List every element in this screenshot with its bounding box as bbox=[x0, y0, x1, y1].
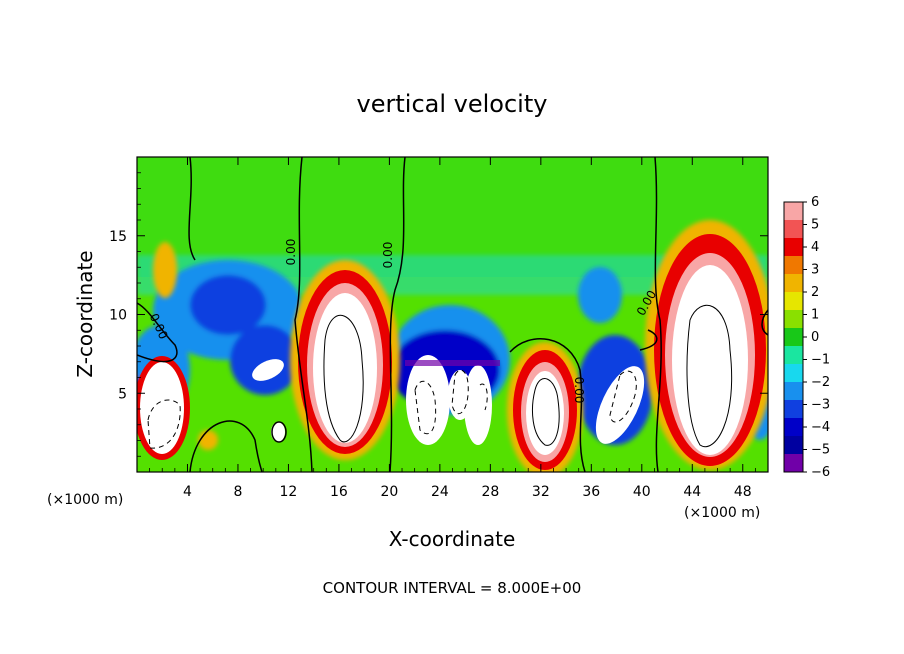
y-axis-title: Z-coordinate bbox=[73, 250, 97, 377]
dashed-contour bbox=[147, 399, 181, 449]
contour-line bbox=[509, 338, 586, 472]
colorbar-label: 6 bbox=[811, 195, 819, 210]
x-tick-label: 24 bbox=[431, 484, 449, 500]
x-tick-label: 28 bbox=[481, 484, 499, 500]
inner-contour bbox=[686, 304, 733, 448]
x-tick-label: 44 bbox=[683, 484, 701, 500]
contour-line bbox=[761, 309, 768, 336]
colorbar-swatch bbox=[784, 400, 803, 419]
contour-value-label: 0.00 bbox=[284, 239, 298, 266]
updraft-plume-45 bbox=[645, 220, 768, 470]
contour-line bbox=[188, 157, 196, 261]
x-tick-label: 16 bbox=[330, 484, 348, 500]
updraft-plume-16 bbox=[290, 260, 400, 460]
y-tick-label: 5 bbox=[118, 386, 127, 402]
colorbar-label: −3 bbox=[811, 398, 830, 413]
colorbar-swatch bbox=[784, 328, 803, 347]
x-tick-label: 8 bbox=[233, 484, 242, 500]
x-tick-label: 48 bbox=[734, 484, 752, 500]
contour-line bbox=[294, 157, 313, 472]
updraft-plume-11 bbox=[252, 359, 285, 442]
colorbar-label: −5 bbox=[811, 443, 830, 458]
x-unit-left: (×1000 m) bbox=[47, 492, 123, 508]
x-axis-title: X-coordinate bbox=[389, 527, 516, 551]
y-axis: 5 10 15 bbox=[109, 172, 768, 457]
inner-contour bbox=[323, 314, 364, 443]
contour-line bbox=[654, 157, 662, 472]
y-tick-label: 15 bbox=[109, 229, 127, 245]
x-tick-label: 32 bbox=[532, 484, 550, 500]
colorbar-swatch bbox=[784, 418, 803, 437]
downdraft-region bbox=[230, 325, 300, 395]
colorbar-label: −4 bbox=[811, 420, 830, 435]
colorbar-swatch bbox=[784, 238, 803, 257]
colorbar-label: 3 bbox=[811, 263, 819, 278]
contour-line bbox=[137, 302, 178, 363]
colorbar-label: 1 bbox=[811, 308, 819, 323]
zero-contours bbox=[137, 157, 768, 472]
colorbar-swatch bbox=[784, 346, 803, 365]
colorbar-swatch bbox=[784, 382, 803, 401]
colorbar-label: −1 bbox=[811, 353, 830, 368]
updraft-plume-32 bbox=[507, 342, 583, 472]
downdraft-region bbox=[578, 267, 622, 323]
inner-contour bbox=[532, 378, 560, 446]
colorbar-swatch bbox=[784, 436, 803, 455]
colorbar: 6 5 4 3 2 1 0 −1 −2 −3 −4 −5 −6 bbox=[783, 195, 830, 480]
colorbar-swatch bbox=[784, 202, 803, 221]
inner-contours bbox=[323, 304, 733, 448]
contour-line bbox=[639, 329, 658, 351]
x-tick-label: 40 bbox=[633, 484, 651, 500]
x-axis: 4 8 12 16 20 24 28 32 36 40 44 48 bbox=[149, 157, 756, 500]
x-unit-right: (×1000 m) bbox=[684, 505, 760, 521]
colorbar-swatch bbox=[784, 256, 803, 275]
colorbar-swatch bbox=[784, 292, 803, 311]
contour-line bbox=[271, 421, 287, 443]
downdraft-region bbox=[190, 275, 266, 335]
colorbar-label: 0 bbox=[811, 330, 819, 345]
updraft-plume-2 bbox=[137, 356, 190, 460]
contour-line bbox=[389, 157, 406, 472]
colorbar-label: 4 bbox=[811, 240, 819, 255]
colorbar-swatch bbox=[784, 310, 803, 329]
dashed-contour bbox=[414, 380, 437, 435]
dashed-contour bbox=[479, 383, 488, 411]
colorbar-label: 2 bbox=[811, 285, 819, 300]
x-tick-label: 12 bbox=[280, 484, 298, 500]
colorbar-label: −6 bbox=[811, 465, 830, 480]
contour-value-label: 0.00 bbox=[572, 377, 586, 404]
x-tick-label: 36 bbox=[582, 484, 600, 500]
contour-line bbox=[189, 420, 263, 472]
contour-value-label: 0.00 bbox=[381, 242, 395, 269]
updraft-plume-23 bbox=[405, 355, 500, 445]
dashed-contour bbox=[609, 370, 637, 423]
updraft-plume-38 bbox=[595, 366, 645, 444]
plot-area bbox=[137, 157, 768, 472]
dashed-contours bbox=[147, 369, 637, 449]
colorbar-swatch bbox=[784, 364, 803, 383]
x-tick-label: 4 bbox=[183, 484, 192, 500]
colorbar-swatch bbox=[784, 454, 803, 473]
contour-interval: CONTOUR INTERVAL = 8.000E+00 bbox=[323, 579, 582, 597]
colorbar-label: 5 bbox=[811, 218, 819, 233]
colorbar-label: −2 bbox=[811, 375, 830, 390]
chart-title: vertical velocity bbox=[357, 90, 548, 118]
y-tick-label: 10 bbox=[109, 308, 127, 324]
x-tick-label: 20 bbox=[380, 484, 398, 500]
colorbar-swatch bbox=[784, 274, 803, 293]
colorbar-swatch bbox=[784, 220, 803, 239]
